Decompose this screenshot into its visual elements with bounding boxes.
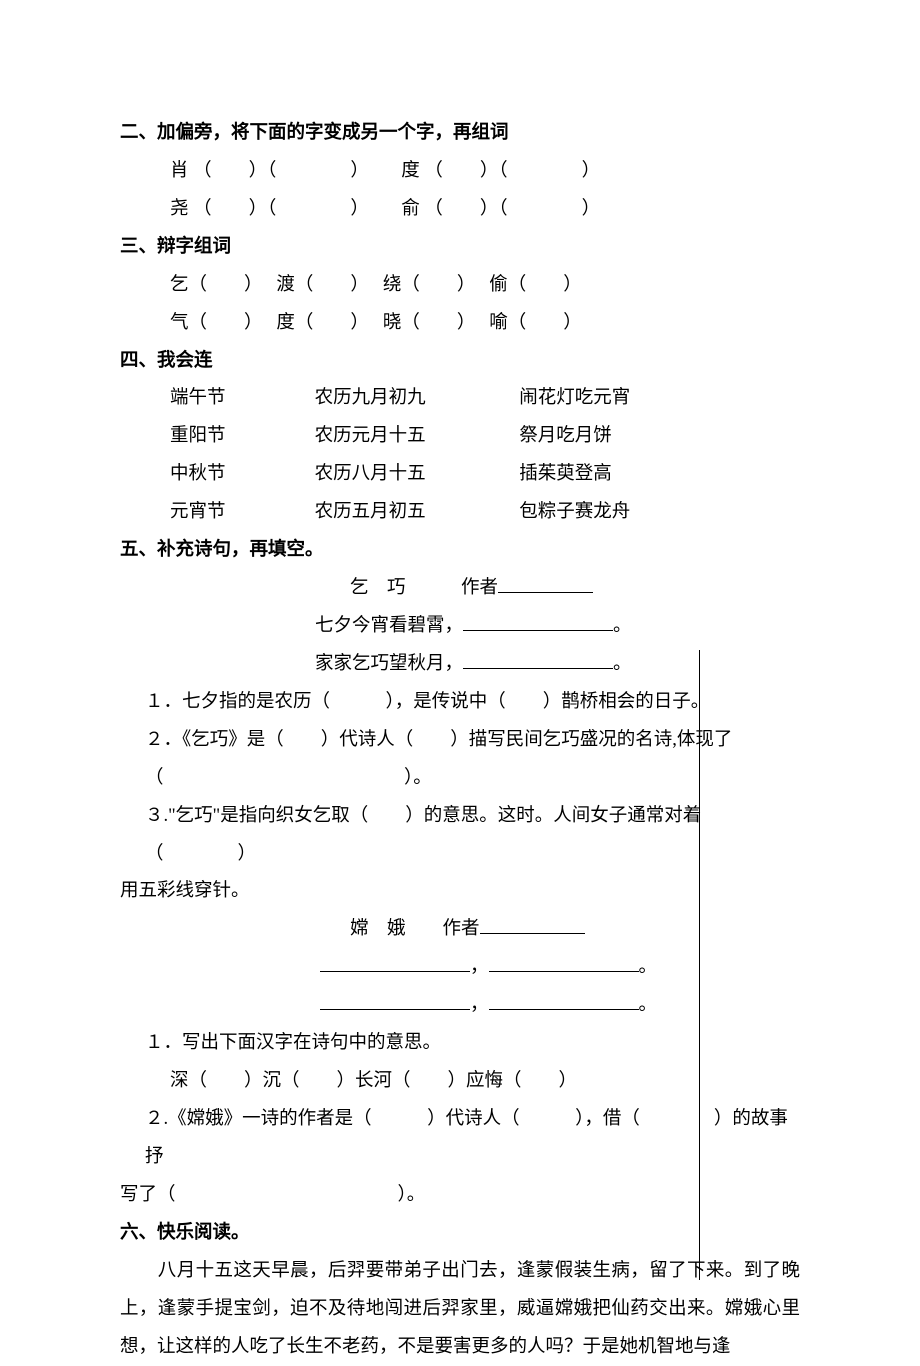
blank-parens: （ ） xyxy=(295,313,378,333)
poem2-title: 嫦 娥 xyxy=(350,919,406,939)
s3-char: 绕 xyxy=(383,275,402,295)
poem-text: 七夕今宵看碧霄， xyxy=(315,616,463,636)
s2-char: 肖 xyxy=(170,161,189,181)
author-label: 作者 xyxy=(461,578,498,598)
s5p2-q1b: 深（ ）沉（ ）长河（ ）应悔（ ） xyxy=(120,1063,800,1101)
festival: 重阳节 xyxy=(170,418,310,456)
s3-char: 晓 xyxy=(383,313,402,333)
festival: 中秋节 xyxy=(170,456,310,494)
section-5-heading: 五、补充诗句，再填空。 xyxy=(120,532,800,570)
blank-line xyxy=(480,915,585,935)
date: 农历元月十五 xyxy=(315,418,515,456)
s3-char: 气 xyxy=(170,313,189,333)
blank-line xyxy=(498,574,593,594)
s3-char: 渡 xyxy=(276,275,295,295)
poem1-title: 乞 巧 xyxy=(350,578,406,598)
s2-char: 俞 xyxy=(401,199,420,219)
activity: 包粽子赛龙舟 xyxy=(519,494,630,532)
blank-line xyxy=(320,953,470,973)
section-3-heading: 三、辩字组词 xyxy=(120,229,800,267)
s4-row: 重阳节 农历元月十五 祭月吃月饼 xyxy=(120,418,800,456)
poem1-line2: 家家乞巧望秋月，。 xyxy=(120,646,800,684)
blank-parens: （ ） xyxy=(401,275,484,295)
s2-row-1: 肖 （ ）（ ） 度 （ ）（ ） xyxy=(120,153,800,191)
section-2-heading: 二、加偏旁，将下面的字变成另一个字，再组词 xyxy=(120,115,800,153)
s2-char: 度 xyxy=(401,161,420,181)
s5-q1: １．七夕指的是农历（ ），是传说中（ ）鹊桥相会的日子。 xyxy=(120,684,800,722)
s5p2-q1: １．写出下面汉字在诗句中的意思。 xyxy=(120,1025,800,1063)
s5-q2b: （ ）。 xyxy=(120,760,800,798)
worksheet-page: 二、加偏旁，将下面的字变成另一个字，再组词 肖 （ ）（ ） 度 （ ）（ ） … xyxy=(0,0,920,1302)
blank-parens: （ ）（ ） xyxy=(424,161,600,181)
s4-row: 中秋节 农历八月十五 插茱萸登高 xyxy=(120,456,800,494)
s3-char: 偷 xyxy=(489,275,508,295)
activity: 闹花灯吃元宵 xyxy=(519,380,630,418)
date: 农历九月初九 xyxy=(315,380,515,418)
blank-line xyxy=(489,991,639,1011)
blank-parens: （ ） xyxy=(401,313,484,333)
s3-row-1: 乞（ ） 渡（ ） 绕（ ） 偷（ ） xyxy=(120,267,800,305)
blank-parens: （ ）（ ） xyxy=(424,199,600,219)
activity: 祭月吃月饼 xyxy=(519,418,612,456)
section-4-heading: 四、我会连 xyxy=(120,343,800,381)
poem2-title-row: 嫦 娥 作者 xyxy=(120,911,800,949)
poem1-line1: 七夕今宵看碧霄，。 xyxy=(120,608,800,646)
blank-parens: （ ） xyxy=(189,275,272,295)
blank-parens: （ ） xyxy=(508,313,582,333)
blank-parens: （ ） xyxy=(189,313,272,333)
s3-row-2: 气（ ） 度（ ） 晓（ ） 喻（ ） xyxy=(120,305,800,343)
section-6-heading: 六、快乐阅读。 xyxy=(120,1215,800,1253)
festival: 端午节 xyxy=(170,380,310,418)
poem2-line1: ，。 xyxy=(120,949,800,987)
blank-parens: （ ）（ ） xyxy=(193,199,397,219)
poem-text: 家家乞巧望秋月， xyxy=(315,654,463,674)
poem1-title-row: 乞 巧 作者 xyxy=(120,570,800,608)
blank-parens: （ ） xyxy=(508,275,582,295)
activity: 插茱萸登高 xyxy=(519,456,612,494)
s3-char: 乞 xyxy=(170,275,189,295)
margin-line xyxy=(699,650,700,1280)
s3-char: 喻 xyxy=(489,313,508,333)
author-label: 作者 xyxy=(443,919,480,939)
s5-q2: ２．《乞巧》是（ ）代诗人（ ）描写民间乞巧盛况的名诗,体现了 xyxy=(120,722,800,760)
poem2-line2: ，。 xyxy=(120,987,800,1025)
s6-paragraph: 八月十五这天早晨，后羿要带弟子出门去，逢蒙假装生病，留了下来。到了晚上，逢蒙手提… xyxy=(120,1253,800,1366)
blank-line xyxy=(463,649,613,669)
date: 农历五月初五 xyxy=(315,494,515,532)
s5p2-q2a: ２.《嫦娥》一诗的作者是（ ）代诗人（ ），借（ ）的故事抒 xyxy=(120,1101,800,1177)
s4-row: 元宵节 农历五月初五 包粽子赛龙舟 xyxy=(120,494,800,532)
s4-row: 端午节 农历九月初九 闹花灯吃元宵 xyxy=(120,380,800,418)
blank-line xyxy=(320,991,470,1011)
blank-parens: （ ） xyxy=(295,275,378,295)
blank-line xyxy=(463,611,613,631)
date: 农历八月十五 xyxy=(315,456,515,494)
s5-q3a: ３."乞巧"是指向织女乞取（ ）的意思。这时。人间女子通常对着（ ） xyxy=(120,798,800,874)
festival: 元宵节 xyxy=(170,494,310,532)
blank-line xyxy=(489,953,639,973)
s5-q3b: 用五彩线穿针。 xyxy=(120,873,800,911)
s3-char: 度 xyxy=(276,313,295,333)
s2-row-2: 尧 （ ）（ ） 俞 （ ）（ ） xyxy=(120,191,800,229)
s5p2-q2b: 写了（ ）。 xyxy=(120,1177,800,1215)
s2-char: 尧 xyxy=(170,199,189,219)
blank-parens: （ ）（ ） xyxy=(193,161,397,181)
